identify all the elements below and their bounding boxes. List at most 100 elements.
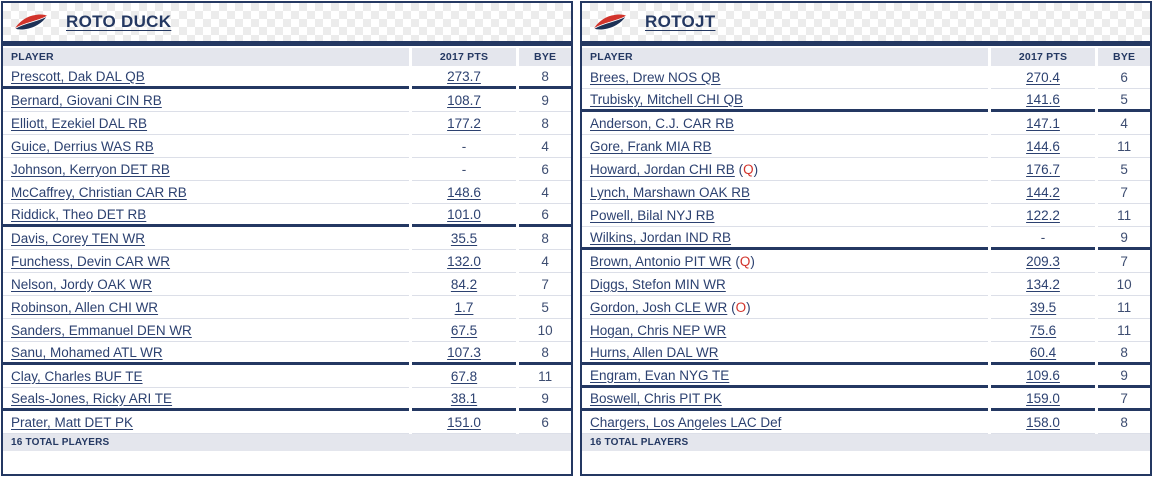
player-link[interactable]: Hurns, Allen DAL WR (590, 344, 719, 360)
points-link[interactable]: 60.4 (1029, 344, 1057, 360)
points-cell: 209.3 (990, 250, 1096, 273)
player-link[interactable]: Funchess, Devin CAR WR (11, 253, 171, 269)
points-link[interactable]: 101.0 (447, 206, 481, 222)
points-link[interactable]: 67.8 (450, 368, 478, 384)
table-row: Sanders, Emmanuel DEN WR 67.5 10 (3, 319, 571, 342)
points-link[interactable]: 109.6 (1026, 367, 1060, 383)
bye-value: 7 (541, 276, 549, 292)
points-link[interactable]: 144.2 (1026, 184, 1060, 200)
column-header-row: PLAYER 2017 PTS BYE (3, 48, 571, 66)
bye-cell: 8 (519, 342, 571, 365)
team-name-link[interactable]: ROTO DUCK (66, 12, 172, 31)
player-link[interactable]: Engram, Evan NYG TE (590, 367, 730, 383)
points-link[interactable]: 144.6 (1026, 138, 1060, 154)
player-link[interactable]: Chargers, Los Angeles LAC Def (590, 414, 782, 430)
bye-cell: 10 (1098, 273, 1150, 296)
player-link[interactable]: Gore, Frank MIA RB (590, 138, 712, 154)
points-link[interactable]: 35.5 (450, 230, 478, 246)
points-link[interactable]: 147.1 (1026, 115, 1060, 131)
player-link[interactable]: Powell, Bilal NYJ RB (590, 207, 715, 223)
points-link[interactable]: 209.3 (1026, 253, 1060, 269)
player-link[interactable]: Guice, Derrius WAS RB (11, 138, 154, 154)
player-link[interactable]: Riddick, Theo DET RB (11, 206, 147, 222)
table-row: Prescott, Dak DAL QB 273.7 8 (3, 66, 571, 89)
points-cell: 177.2 (411, 112, 517, 135)
status-letter: Q (739, 253, 751, 269)
player-link[interactable]: Wilkins, Jordan IND RB (590, 229, 732, 245)
player-link[interactable]: Prescott, Dak DAL QB (11, 68, 145, 84)
player-link[interactable]: Howard, Jordan CHI RB (590, 161, 735, 177)
player-cell: Hurns, Allen DAL WR (582, 342, 988, 365)
points-link[interactable]: 84.2 (450, 276, 478, 292)
player-cell: Engram, Evan NYG TE (582, 365, 988, 388)
player-link[interactable]: Brees, Drew NOS QB (590, 69, 721, 85)
player-link[interactable]: Sanders, Emmanuel DEN WR (11, 322, 192, 338)
team-name-link[interactable]: ROTOJT (645, 12, 716, 31)
table-row: Robinson, Allen CHI WR 1.7 5 (3, 296, 571, 319)
bye-cell: 6 (519, 204, 571, 227)
points-link[interactable]: 176.7 (1026, 161, 1060, 177)
table-row: Sanu, Mohamed ATL WR 107.3 8 (3, 342, 571, 365)
player-link[interactable]: Johnson, Kerryon DET RB (11, 161, 170, 177)
player-link[interactable]: Robinson, Allen CHI WR (11, 299, 159, 315)
player-cell: Brees, Drew NOS QB (582, 66, 988, 89)
points-cell: 67.5 (411, 319, 517, 342)
bye-value: 6 (541, 161, 549, 177)
player-link[interactable]: McCaffrey, Christian CAR RB (11, 184, 187, 200)
bye-cell: 11 (1098, 319, 1150, 342)
points-link[interactable]: 39.5 (1029, 299, 1057, 315)
player-link[interactable]: Seals-Jones, Ricky ARI TE (11, 390, 173, 406)
points-link[interactable]: 107.3 (447, 344, 481, 360)
points-cell: 151.0 (411, 411, 517, 434)
points-link[interactable]: 159.0 (1026, 390, 1060, 406)
player-link[interactable]: Nelson, Jordy OAK WR (11, 276, 153, 292)
points-link[interactable]: 1.7 (454, 299, 474, 315)
table-row: Lynch, Marshawn OAK RB 144.2 7 (582, 181, 1150, 204)
player-link[interactable]: Boswell, Chris PIT PK (590, 390, 722, 406)
column-header-player: PLAYER (582, 48, 988, 66)
player-link[interactable]: Clay, Charles BUF TE (11, 368, 143, 384)
points-link[interactable]: 158.0 (1026, 414, 1060, 430)
player-link[interactable]: Davis, Corey TEN WR (11, 230, 146, 246)
player-link[interactable]: Hogan, Chris NEP WR (590, 322, 727, 338)
player-link[interactable]: Brown, Antonio PIT WR (590, 253, 732, 269)
points-link[interactable]: 75.6 (1029, 322, 1057, 338)
points-cell: 60.4 (990, 342, 1096, 365)
bye-cell: 7 (1098, 250, 1150, 273)
player-link[interactable]: Trubisky, Mitchell CHI QB (590, 91, 744, 107)
points-link[interactable]: 273.7 (447, 68, 481, 84)
player-cell: Diggs, Stefon MIN WR (582, 273, 988, 296)
column-header-player: PLAYER (3, 48, 409, 66)
player-link[interactable]: Diggs, Stefon MIN WR (590, 276, 726, 292)
points-link[interactable]: 151.0 (447, 414, 481, 430)
points-link[interactable]: 67.5 (450, 322, 478, 338)
table-row: Johnson, Kerryon DET RB - 6 (3, 158, 571, 181)
points-cell: 273.7 (411, 66, 517, 89)
player-link[interactable]: Prater, Matt DET PK (11, 414, 134, 430)
player-link[interactable]: Bernard, Giovani CIN RB (11, 92, 162, 108)
player-cell: Prater, Matt DET PK (3, 411, 409, 434)
points-link[interactable]: 177.2 (447, 115, 481, 131)
table-row: Engram, Evan NYG TE 109.6 9 (582, 365, 1150, 388)
bye-value: 4 (541, 253, 549, 269)
table-row: Chargers, Los Angeles LAC Def 158.0 8 (582, 411, 1150, 434)
bye-cell: 7 (1098, 181, 1150, 204)
points-link[interactable]: 122.2 (1026, 207, 1060, 223)
player-link[interactable]: Elliott, Ezekiel DAL RB (11, 115, 148, 131)
player-link[interactable]: Anderson, C.J. CAR RB (590, 115, 735, 131)
points-link[interactable]: 270.4 (1026, 69, 1060, 85)
points-cell: 132.0 (411, 250, 517, 273)
points-link[interactable]: 148.6 (447, 184, 481, 200)
player-link[interactable]: Lynch, Marshawn OAK RB (590, 184, 751, 200)
points-link[interactable]: 141.6 (1026, 91, 1060, 107)
points-link[interactable]: 134.2 (1026, 276, 1060, 292)
points-link[interactable]: 38.1 (450, 390, 478, 406)
bye-cell: 9 (519, 388, 571, 411)
team-header: ROTO DUCK (3, 3, 571, 41)
points-link[interactable]: 132.0 (447, 253, 481, 269)
bye-cell: 8 (1098, 411, 1150, 434)
points-link[interactable]: 108.7 (447, 92, 481, 108)
player-link[interactable]: Sanu, Mohamed ATL WR (11, 344, 163, 360)
bye-value: 7 (1120, 390, 1128, 406)
player-link[interactable]: Gordon, Josh CLE WR (590, 299, 728, 315)
